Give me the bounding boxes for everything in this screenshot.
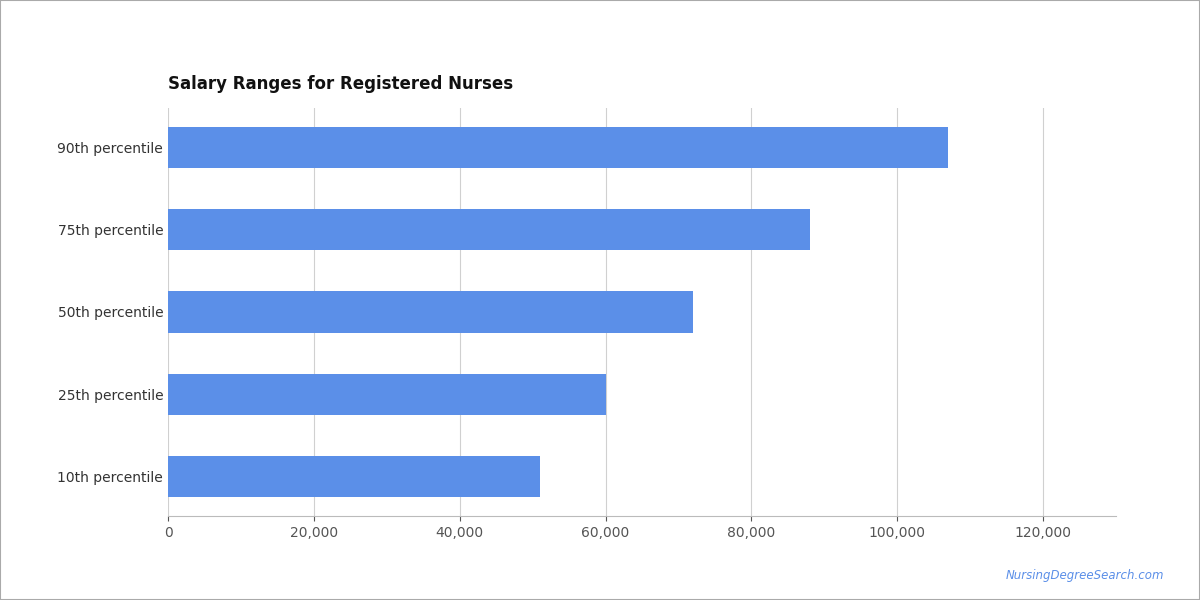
Bar bbox=[168, 374, 606, 415]
Bar bbox=[168, 456, 540, 497]
Text: Salary Ranges for Registered Nurses: Salary Ranges for Registered Nurses bbox=[168, 74, 514, 92]
Text: NursingDegreeSearch.com: NursingDegreeSearch.com bbox=[1006, 569, 1164, 582]
Bar bbox=[168, 209, 810, 250]
Bar bbox=[168, 127, 948, 168]
Bar bbox=[168, 292, 694, 332]
